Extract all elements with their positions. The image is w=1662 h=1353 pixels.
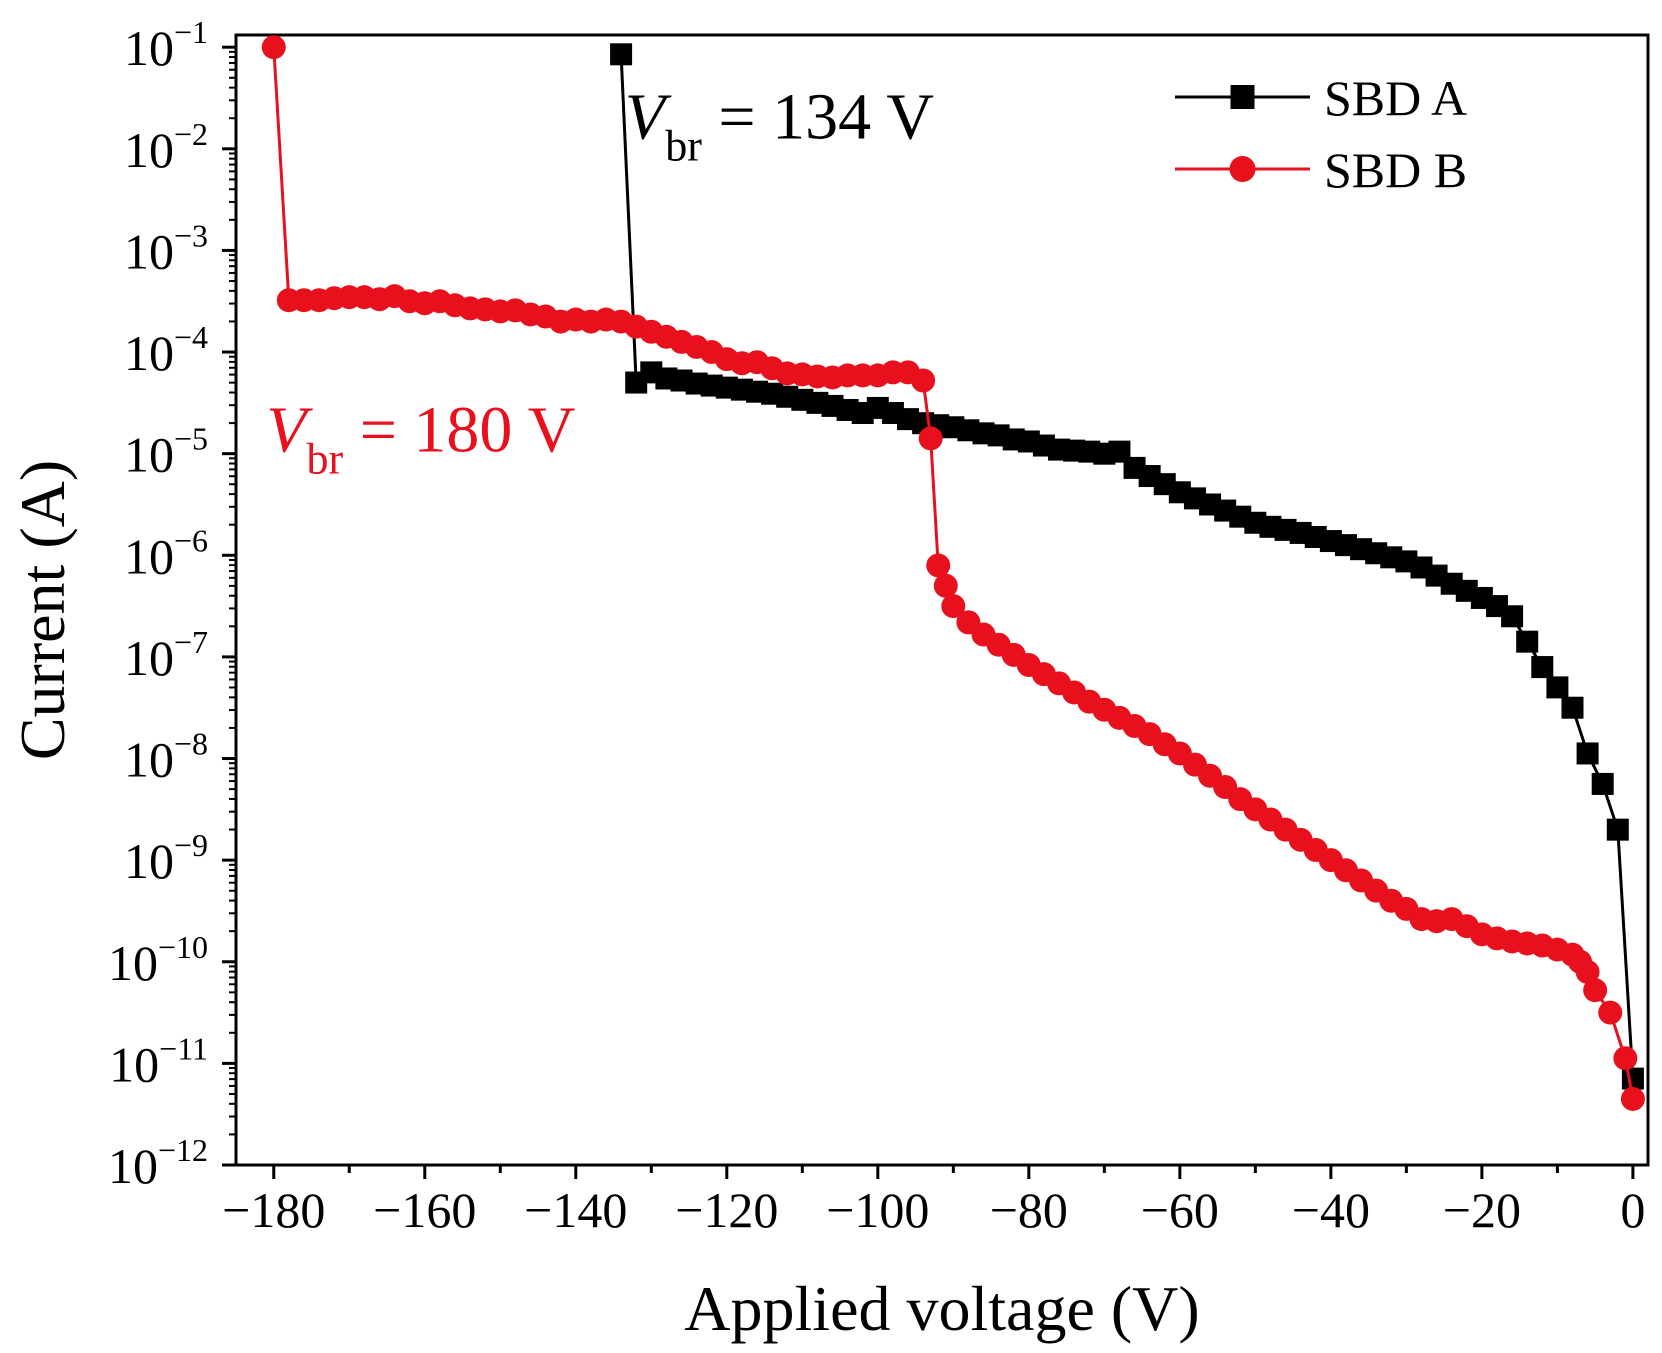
data-point [261, 35, 286, 60]
y-tick-base: 10 [124, 833, 174, 889]
y-tick-base: 10 [108, 1138, 158, 1194]
data-point [1546, 676, 1569, 699]
y-tick-label: 10−12 [108, 1132, 208, 1194]
y-tick-exponent: −4 [174, 319, 208, 355]
y-tick-exponent: −3 [174, 217, 208, 253]
series-layer [261, 35, 1645, 1111]
data-point [610, 43, 633, 66]
y-tick-exponent: −12 [158, 1132, 208, 1168]
legend-entry: SBD A [1175, 70, 1467, 126]
y-tick-label: 10−6 [124, 522, 208, 584]
data-point [956, 610, 981, 635]
data-point [1606, 818, 1629, 841]
y-tick-exponent: −10 [158, 929, 208, 965]
x-tick-label: −40 [1292, 1182, 1370, 1238]
data-point [1531, 656, 1554, 679]
x-axis-title: Applied voltage (V) [684, 1273, 1199, 1344]
y-tick-exponent: −1 [174, 14, 208, 50]
x-tick-label: −80 [990, 1182, 1068, 1238]
data-point [1583, 978, 1608, 1003]
x-tick-label: −100 [826, 1182, 929, 1238]
y-tick-base: 10 [124, 20, 174, 76]
data-point [1620, 1086, 1645, 1111]
y-tick-base: 10 [124, 528, 174, 584]
plot-frame [234, 33, 1650, 1167]
y-tick-label: 10−5 [124, 421, 208, 483]
x-tick-label: −140 [524, 1182, 627, 1238]
legend-marker [1230, 85, 1255, 109]
plot-area [234, 33, 1650, 1167]
y-tick-base: 10 [124, 427, 174, 483]
data-point [1516, 630, 1539, 653]
y-tick-exponent: −5 [174, 421, 208, 457]
vbr-symbol: V [266, 394, 313, 467]
vbr-symbol: V [625, 81, 672, 154]
legend: SBD A SBD B [1175, 70, 1467, 198]
y-tick-exponent: −6 [174, 522, 208, 558]
x-tick-label: −120 [675, 1182, 778, 1238]
vbr-subscript: br [307, 435, 344, 484]
data-point [625, 371, 648, 394]
vbr-subscript: br [665, 122, 702, 171]
series-sbd-a [610, 43, 1644, 1090]
data-point [1591, 772, 1614, 795]
y-tick-label: 10−10 [108, 929, 208, 991]
axes: −180 −160 −140 −120 −100 −80 −60 −40 −20 010−110−… [108, 14, 1645, 1238]
y-tick-label: 10−2 [124, 116, 208, 178]
x-tick-label: −180 [222, 1182, 325, 1238]
y-tick-base: 10 [109, 1036, 159, 1092]
legend-label: SBD B [1324, 142, 1467, 198]
legend-entry: SBD B [1175, 142, 1467, 198]
y-tick-exponent: −8 [174, 726, 208, 762]
y-tick-base: 10 [124, 732, 174, 788]
y-tick-label: 10−4 [124, 319, 208, 381]
y-tick-label: 10−11 [109, 1030, 208, 1092]
data-point [1598, 1000, 1623, 1025]
y-tick-label: 10−7 [124, 624, 208, 686]
series-sbd-b [261, 35, 1645, 1111]
y-tick-base: 10 [108, 935, 158, 991]
data-point [1561, 696, 1584, 719]
data-point [941, 594, 966, 619]
y-tick-label: 10−3 [124, 217, 208, 279]
vbr-value: = 134 V [702, 81, 934, 154]
y-tick-base: 10 [124, 122, 174, 178]
y-tick-exponent: −2 [174, 116, 208, 152]
data-point [918, 426, 943, 451]
x-tick-label: −60 [1141, 1182, 1219, 1238]
y-tick-base: 10 [124, 325, 174, 381]
y-tick-label: 10−1 [124, 14, 208, 76]
data-point [1621, 1067, 1644, 1090]
y-axis-title: Current (A) [7, 460, 78, 760]
y-tick-label: 10−8 [124, 726, 208, 788]
data-point [1613, 1046, 1638, 1071]
y-tick-base: 10 [124, 630, 174, 686]
vbr-annotation: Vbr = 134 V [625, 81, 934, 171]
legend-label: SBD A [1324, 70, 1467, 126]
legend-marker [1229, 156, 1256, 182]
vbr-annotation: Vbr = 180 V [266, 394, 575, 484]
x-tick-label: 0 [1620, 1182, 1645, 1238]
data-point [926, 553, 951, 578]
data-point [1576, 742, 1599, 765]
data-point [276, 288, 301, 313]
data-point [933, 573, 958, 598]
y-tick-label: 10−9 [124, 827, 208, 889]
y-tick-exponent: −11 [159, 1030, 208, 1066]
x-tick-label: −160 [373, 1182, 476, 1238]
y-tick-base: 10 [124, 223, 174, 279]
y-tick-exponent: −7 [174, 624, 208, 660]
vbr-value: = 180 V [343, 394, 575, 467]
y-tick-exponent: −9 [174, 827, 208, 863]
x-tick-label: −20 [1443, 1182, 1521, 1238]
